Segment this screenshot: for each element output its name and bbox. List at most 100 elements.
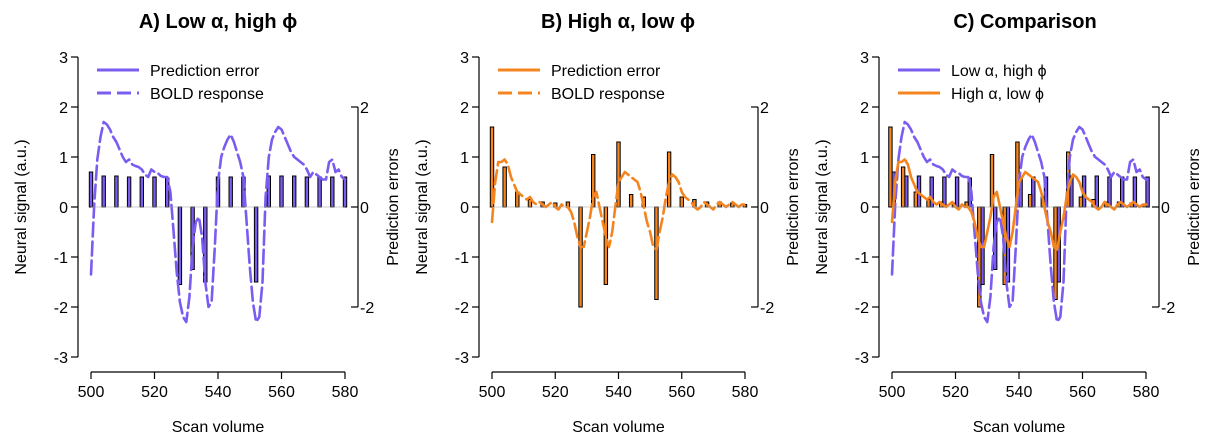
x-tick-label: 580	[332, 384, 359, 401]
chart-panel-c: C) Comparison 3 2 1 0 -1 -2 -3 2 0 -2 500 520 540 560 5…	[814, 11, 1203, 436]
y-axis-label: Neural signal (a.u.)	[814, 139, 831, 274]
prediction-error-bar	[177, 206, 183, 285]
prediction-error-bar	[502, 166, 507, 208]
left-tick-label: 3	[860, 50, 869, 67]
right-tick-label: 2	[360, 100, 369, 117]
right-tick-label: -2	[360, 300, 374, 317]
left-tick-label: 0	[860, 200, 869, 217]
prediction-error-bar	[330, 176, 335, 208]
prediction-error-bar	[88, 171, 94, 208]
x-tick-label: 580	[1133, 384, 1160, 401]
y-axis-label: Neural signal (a.u.)	[13, 139, 30, 274]
prediction-error-bar	[152, 176, 157, 208]
right-tick-label: 0	[760, 200, 769, 217]
left-tick-label: -1	[54, 250, 68, 267]
x-tick-label: 500	[479, 384, 506, 401]
prediction-error-bar	[913, 191, 919, 208]
right-tick-label: 2	[760, 100, 769, 117]
left-tick-label: 2	[860, 100, 869, 117]
legend: Low α, high ϕ High α, low ϕ	[898, 63, 1047, 103]
left-tick-label: 3	[59, 50, 68, 67]
prediction-error-bar	[1027, 194, 1033, 208]
left-tick-label: 1	[860, 150, 869, 167]
left-tick-label: -2	[855, 300, 869, 317]
x-tick-label: 500	[78, 384, 105, 401]
y-axis-label: Neural signal (a.u.)	[414, 139, 431, 274]
x-tick-label: 580	[732, 384, 759, 401]
left-tick-label: -2	[455, 300, 469, 317]
right-tick-label: 0	[360, 200, 369, 217]
x-tick-label: 540	[605, 384, 632, 401]
right-tick-label: 2	[1161, 100, 1170, 117]
prediction-error-bar	[603, 206, 609, 285]
x-axis-label: Scan volume	[572, 419, 665, 436]
legend: Prediction error BOLD response	[498, 63, 665, 103]
legend: Prediction error BOLD response	[97, 63, 264, 103]
prediction-error-bar	[304, 176, 310, 208]
prediction-error-bar	[317, 176, 322, 208]
left-tick-label: -3	[54, 350, 68, 367]
chart-panel-a: A) Low α, high ϕ 3 2 1 0 -1 -2 -3 2 0 -2 500 520 540 5…	[13, 11, 402, 436]
prediction-error-bar	[578, 206, 583, 308]
prediction-error-bar	[1078, 196, 1084, 208]
prediction-error-bar	[101, 175, 106, 208]
chart-title: B) High α, low ϕ	[541, 11, 695, 33]
left-tick-label: -1	[855, 250, 869, 267]
x-tick-label: 540	[205, 384, 232, 401]
x-axis-label: Scan volume	[172, 419, 265, 436]
y2-axis-label: Prediction errors	[1186, 148, 1203, 265]
y2-axis-label: Prediction errors	[785, 148, 802, 265]
legend-label: BOLD response	[150, 86, 264, 103]
chart-title: C) Comparison	[953, 11, 1096, 33]
prediction-error-bar	[1145, 176, 1150, 208]
x-tick-label: 520	[141, 384, 168, 401]
x-tick-label: 560	[668, 384, 695, 401]
legend-label: Prediction error	[150, 63, 260, 80]
left-tick-label: -1	[455, 250, 469, 267]
prediction-error-bar	[342, 176, 348, 208]
chart-panel-b: B) High α, low ϕ 3 2 1 0 -1 -2 -3 2 0 -2 500 520 540 5…	[414, 11, 802, 436]
legend-label: High α, low ϕ	[951, 86, 1044, 103]
prediction-error-bar	[279, 175, 284, 208]
left-tick-label: -3	[455, 350, 469, 367]
prediction-error-bar	[654, 206, 659, 300]
x-tick-label: 560	[268, 384, 295, 401]
x-tick-label: 500	[879, 384, 906, 401]
chart-title: A) Low α, high ϕ	[139, 11, 297, 33]
prediction-error-bar	[253, 206, 259, 283]
left-tick-label: 1	[59, 150, 68, 167]
prediction-error-bar	[1053, 206, 1058, 300]
left-tick-label: 0	[59, 200, 68, 217]
right-tick-label: 0	[1161, 200, 1170, 217]
x-tick-label: 560	[1069, 384, 1096, 401]
left-tick-label: 1	[460, 150, 469, 167]
left-tick-label: 3	[460, 50, 469, 67]
prediction-error-bar	[666, 151, 672, 208]
prediction-error-bar	[628, 194, 634, 208]
prediction-error-bar	[126, 176, 132, 208]
left-tick-label: -3	[855, 350, 869, 367]
right-tick-label: -2	[1161, 300, 1175, 317]
legend-label: Prediction error	[551, 63, 661, 80]
bold-response-line	[490, 158, 747, 251]
y2-axis-label: Prediction errors	[385, 148, 402, 265]
x-tick-label: 540	[1006, 384, 1033, 401]
bold-response-line	[89, 120, 347, 324]
prediction-error-bar	[228, 176, 233, 208]
x-axis-label: Scan volume	[973, 419, 1066, 436]
prediction-error-bar	[679, 196, 684, 208]
prediction-error-line	[890, 158, 1148, 251]
left-tick-label: 0	[460, 200, 469, 217]
x-tick-label: 520	[542, 384, 569, 401]
prediction-error-bar	[114, 175, 119, 208]
prediction-error-bar	[900, 166, 906, 208]
x-tick-label: 520	[942, 384, 969, 401]
prediction-error-bar	[139, 176, 145, 208]
prediction-error-bar	[292, 175, 297, 208]
left-tick-label: -2	[54, 300, 68, 317]
left-tick-label: 2	[460, 100, 469, 117]
right-tick-label: -2	[760, 300, 774, 317]
legend-label: Low α, high ϕ	[951, 63, 1047, 80]
legend-label: BOLD response	[551, 86, 665, 103]
